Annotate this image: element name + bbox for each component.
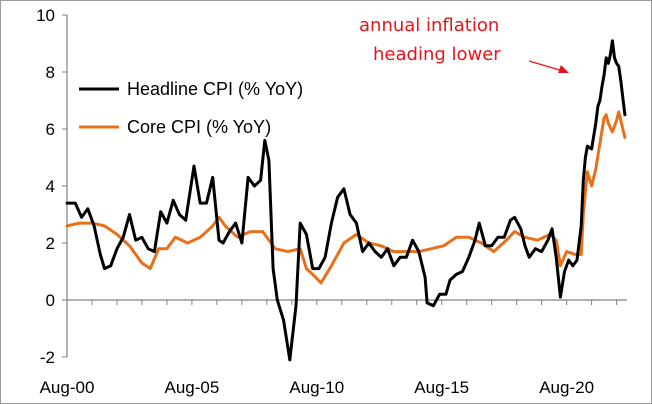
x-axis-ticks: Aug-00 Aug-05 Aug-10 Aug-15 Aug-20	[40, 300, 618, 397]
y-axis-ticks: -2 0 2 4 6 8 10	[36, 6, 67, 367]
x-tick-label: Aug-20	[539, 378, 594, 397]
series-line-headline	[65, 39, 627, 362]
x-tick-label: Aug-15	[414, 378, 469, 397]
x-tick-label: Aug-10	[289, 378, 344, 397]
annotation-arrow	[528, 60, 564, 72]
legend-label-core: Core CPI (% YoY)	[127, 117, 271, 137]
y-tick-label: 8	[46, 63, 55, 82]
annotation: annual inflation heading lower	[359, 15, 569, 73]
annotation-line-2: heading lower	[373, 44, 501, 65]
y-tick-label: 10	[36, 6, 55, 25]
legend-label-headline: Headline CPI (% YoY)	[127, 79, 303, 99]
x-tick-label: Aug-00	[40, 378, 95, 397]
y-tick-label: 6	[46, 120, 55, 139]
y-tick-label: 4	[46, 177, 55, 196]
y-tick-label: 2	[46, 234, 55, 253]
x-tick-label: Aug-05	[164, 378, 219, 397]
legend: Headline CPI (% YoY) Core CPI (% YoY)	[79, 79, 303, 137]
series-layer	[65, 39, 627, 362]
annotation-line-1: annual inflation	[359, 15, 499, 36]
series-line-core	[65, 110, 627, 285]
axes	[66, 15, 627, 357]
annotation-arrowhead	[558, 65, 569, 73]
y-tick-label: 0	[46, 291, 55, 310]
y-tick-label: -2	[40, 348, 55, 367]
